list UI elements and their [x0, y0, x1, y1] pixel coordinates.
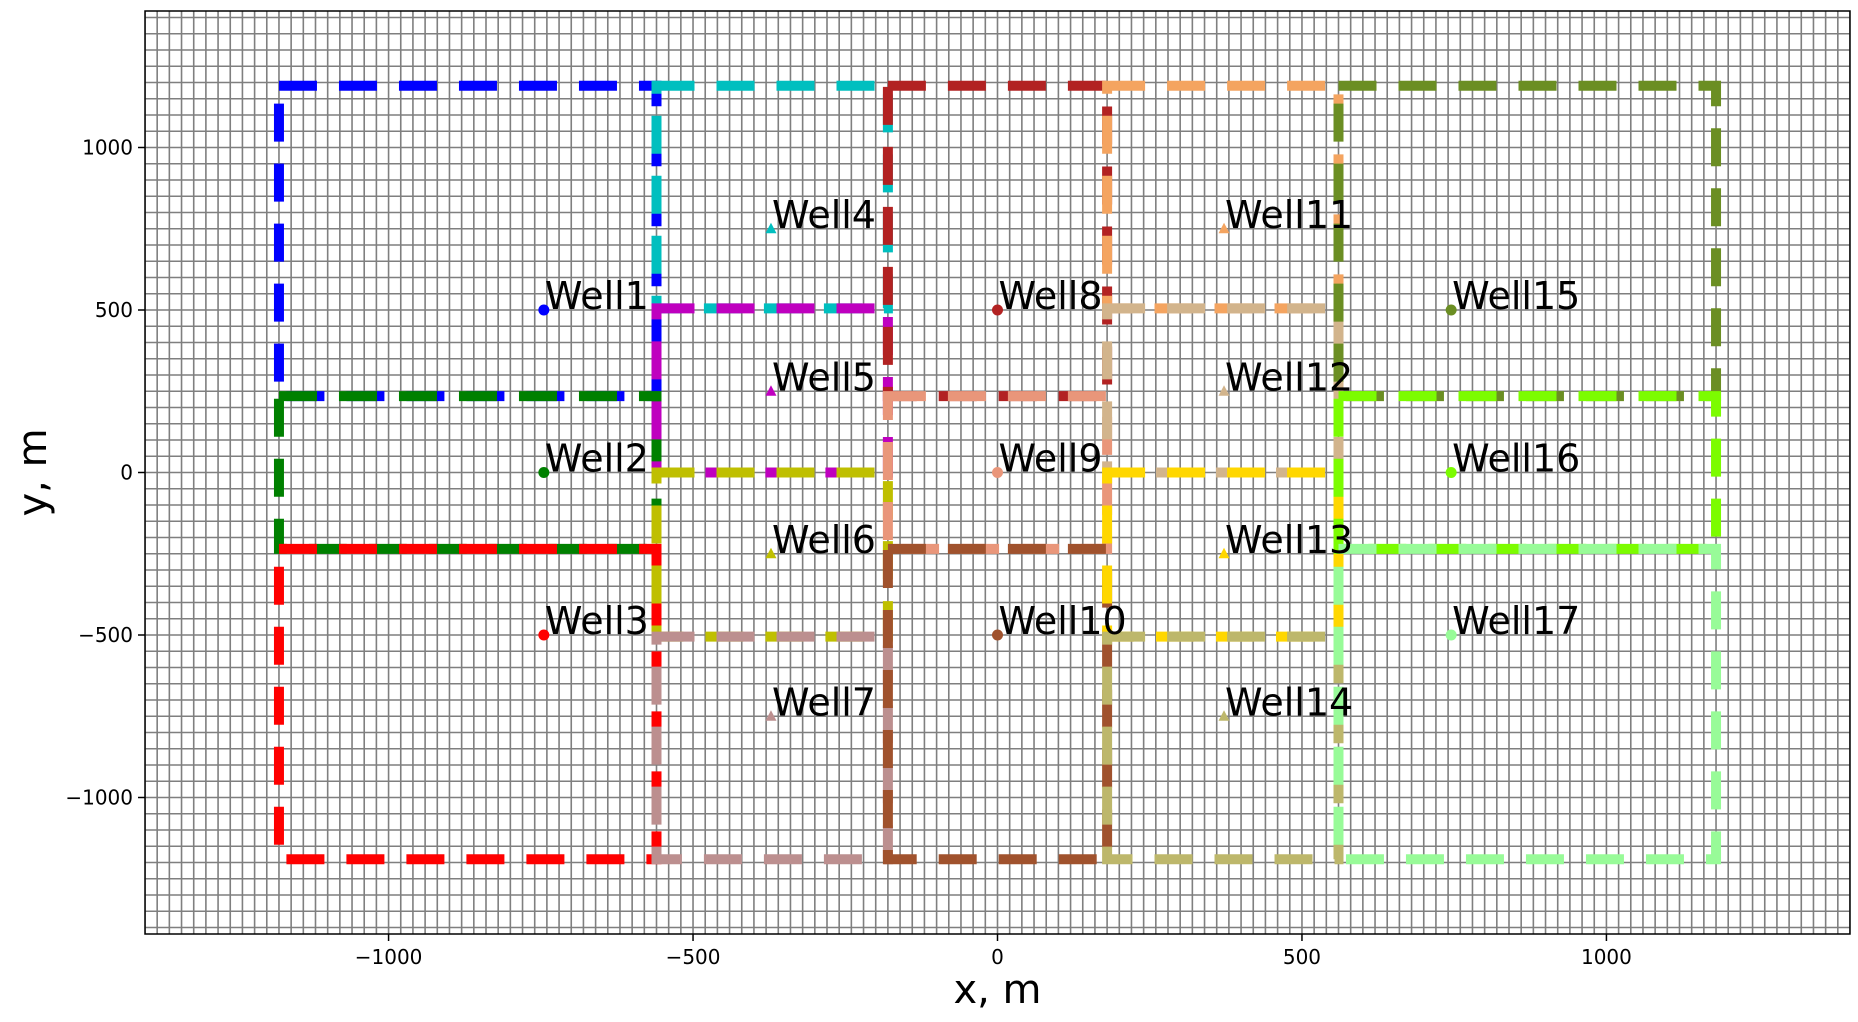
well-marker [992, 304, 1003, 316]
well-label: Well12 [1225, 355, 1353, 399]
well-marker [1218, 547, 1230, 559]
region-boundary [1102, 631, 1344, 865]
grid [145, 11, 1850, 934]
well-marker [1218, 385, 1230, 396]
well-marker [765, 222, 777, 234]
well-marker [765, 385, 777, 396]
well-label: Well5 [772, 355, 876, 399]
well-marker [538, 629, 550, 641]
region-boundaries [273, 80, 1722, 865]
well-marker [538, 467, 550, 478]
well-marker [1445, 629, 1457, 641]
well-marker [1445, 304, 1457, 316]
region-boundary [1102, 303, 1344, 478]
well-marker [1218, 222, 1230, 234]
well-label: Well14 [1225, 680, 1353, 724]
well-label: Well13 [1225, 518, 1353, 562]
x-tick-label: 0 [991, 945, 1004, 969]
well-label: Well4 [772, 193, 876, 237]
well-label: Well2 [545, 437, 649, 481]
region-boundary [651, 80, 893, 314]
x-tick-label: 1000 [1581, 945, 1632, 969]
well-label: Well17 [1452, 599, 1580, 643]
y-tick-label: −500 [78, 623, 133, 647]
well-label: Well10 [999, 599, 1127, 643]
well-label: Well6 [772, 518, 876, 562]
region-boundary [273, 543, 662, 865]
region-boundary [882, 391, 1113, 554]
y-tick-label: 1000 [82, 136, 133, 160]
region-boundary [1102, 80, 1344, 314]
well-label: Well16 [1452, 437, 1580, 481]
region-boundary [651, 631, 893, 865]
well-marker [1445, 467, 1457, 478]
well-label: Well11 [1225, 193, 1353, 237]
well-marker [992, 629, 1003, 641]
well-marker [765, 710, 777, 721]
well-label: Well8 [999, 274, 1103, 318]
y-axis-label: y, m [10, 428, 56, 516]
x-tick-label: −1000 [355, 945, 423, 969]
region-boundary [1333, 391, 1722, 554]
region-boundary [1333, 80, 1722, 402]
well-marker [538, 304, 550, 316]
x-tick-label: −500 [666, 945, 721, 969]
x-tick-label: 500 [1283, 945, 1321, 969]
region-boundary [273, 80, 662, 402]
well-label: Well7 [772, 680, 876, 724]
wells: Well1 Well2 Well3 Well4 Well5 Well6 Well7 Well8… [538, 193, 1580, 724]
y-tick-label: 0 [120, 461, 133, 485]
well-label: Well3 [545, 599, 649, 643]
well-label: Well9 [999, 437, 1103, 481]
well-label: Well1 [545, 274, 649, 318]
well-marker [1218, 710, 1230, 721]
axes: −1000 −500 0 500 1000 1000 500 0 −500 −1000 [65, 10, 1851, 969]
well-marker [765, 547, 777, 559]
y-tick-label: 500 [95, 298, 133, 322]
region-boundary [1333, 543, 1722, 865]
well-label: Well15 [1452, 274, 1580, 318]
well-marker [992, 467, 1003, 478]
x-axis-label: x, m [953, 967, 1041, 1013]
region-boundary [1102, 467, 1344, 642]
y-tick-label: −1000 [65, 786, 133, 810]
